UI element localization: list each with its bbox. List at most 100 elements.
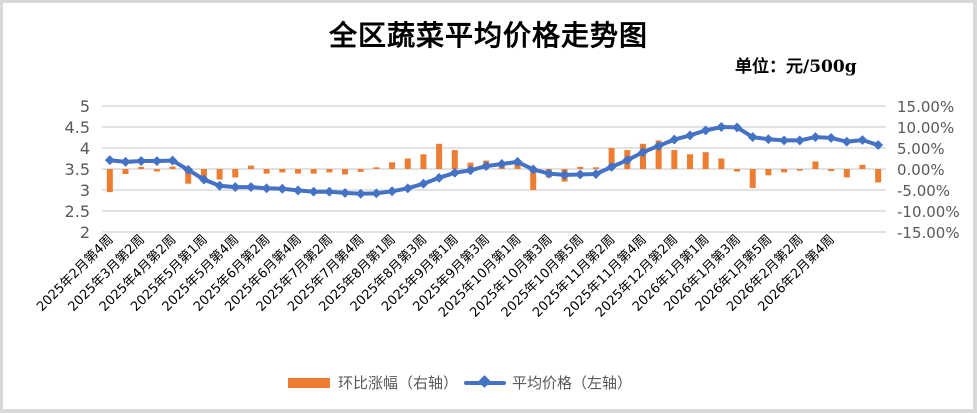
price-marker (543, 168, 554, 179)
price-marker (857, 135, 868, 145)
price-marker (355, 188, 366, 199)
price-marker (308, 186, 319, 197)
price-marker (104, 155, 115, 166)
change-bar (326, 169, 333, 173)
change-bar (749, 169, 756, 188)
chart-title: 全区蔬菜平均价格走势图 (328, 19, 648, 52)
change-bar (263, 169, 270, 174)
chart-frame (3, 3, 973, 409)
change-bar (734, 169, 741, 172)
change-bar (169, 166, 176, 169)
y-left-tick-label: 2.5 (65, 202, 90, 221)
change-bar (153, 169, 160, 172)
price-marker (622, 155, 633, 166)
price-marker (732, 122, 742, 133)
price-marker (700, 125, 711, 136)
price-marker (747, 132, 758, 143)
price-marker (449, 167, 460, 178)
change-bar (765, 169, 772, 176)
change-bar (279, 169, 286, 173)
change-bar (843, 169, 850, 178)
price-marker (324, 186, 335, 197)
price-marker (293, 185, 303, 196)
change-bar (389, 162, 396, 169)
y-left-tick-label: 4 (80, 139, 90, 158)
change-bar (655, 140, 662, 169)
y-left-tick-label: 4.5 (65, 118, 90, 137)
price-marker (826, 132, 837, 143)
change-bar (404, 158, 411, 169)
change-bar (185, 169, 192, 184)
change-bar (592, 167, 599, 169)
change-bar (436, 143, 443, 169)
price-marker (214, 180, 225, 191)
y-right-tick-label: -15.00% (897, 224, 960, 242)
price-marker (151, 156, 162, 166)
price-marker (669, 134, 680, 145)
change-bar (702, 152, 709, 169)
change-bar (373, 167, 380, 169)
change-bar (216, 169, 223, 180)
price-marker (575, 169, 586, 180)
legend-item-line[interactable]: 平均价格（左轴） (464, 372, 632, 393)
price-marker (120, 156, 131, 167)
y-left-tick-label: 3 (80, 181, 90, 200)
price-marker (496, 159, 507, 169)
legend-line-label: 平均价格（左轴） (512, 374, 633, 392)
price-marker (230, 182, 241, 193)
change-bar (200, 169, 207, 178)
price-marker (716, 122, 727, 132)
change-bar (247, 165, 254, 169)
price-marker (277, 183, 288, 194)
price-marker (183, 164, 194, 175)
change-bar (859, 164, 866, 169)
price-marker (402, 183, 413, 194)
change-bar (577, 166, 584, 169)
change-bar (342, 169, 349, 175)
price-marker (653, 140, 664, 151)
price-marker (167, 155, 178, 166)
change-bar (796, 169, 803, 171)
bar-swatch-icon (288, 377, 330, 388)
y-left-tick-label: 3.5 (65, 160, 90, 179)
y-left-tick-label: 5 (80, 97, 90, 116)
legend-item-bar[interactable]: 环比涨幅（右轴） (288, 372, 458, 393)
price-marker (481, 161, 492, 172)
price-marker (590, 169, 601, 179)
change-bar (828, 169, 835, 172)
change-bar (451, 150, 458, 169)
price-marker (841, 136, 852, 147)
change-bar (295, 169, 301, 174)
y-right-tick-label: 10.00% (897, 119, 954, 137)
price-marker (198, 174, 209, 185)
price-marker (418, 178, 429, 189)
y-right-tick-label: 15.00% (897, 98, 954, 116)
change-bar (812, 161, 819, 169)
price-marker (434, 172, 445, 183)
price-marker (606, 161, 617, 172)
price-marker (873, 140, 884, 151)
price-marker (685, 130, 695, 141)
price-marker (136, 156, 147, 166)
change-bar (718, 158, 725, 169)
price-marker (559, 169, 570, 180)
price-marker (261, 183, 272, 194)
change-bar (357, 169, 364, 172)
price-marker (387, 186, 398, 197)
change-bar (781, 169, 788, 173)
price-marker (465, 165, 476, 176)
change-bar (687, 154, 693, 169)
change-bar (106, 169, 113, 193)
change-bar (530, 169, 537, 190)
y-left-tick-label: 2 (80, 223, 90, 242)
change-bar (875, 169, 882, 183)
change-bar (232, 169, 239, 178)
price-marker (371, 188, 382, 199)
change-bar (608, 148, 615, 169)
y-right-tick-label: -10.00% (897, 203, 960, 221)
price-marker (763, 134, 774, 145)
line-diamond-swatch-icon (464, 380, 507, 385)
legend-bar-label: 环比涨幅（右轴） (338, 374, 459, 392)
price-marker (638, 147, 648, 158)
